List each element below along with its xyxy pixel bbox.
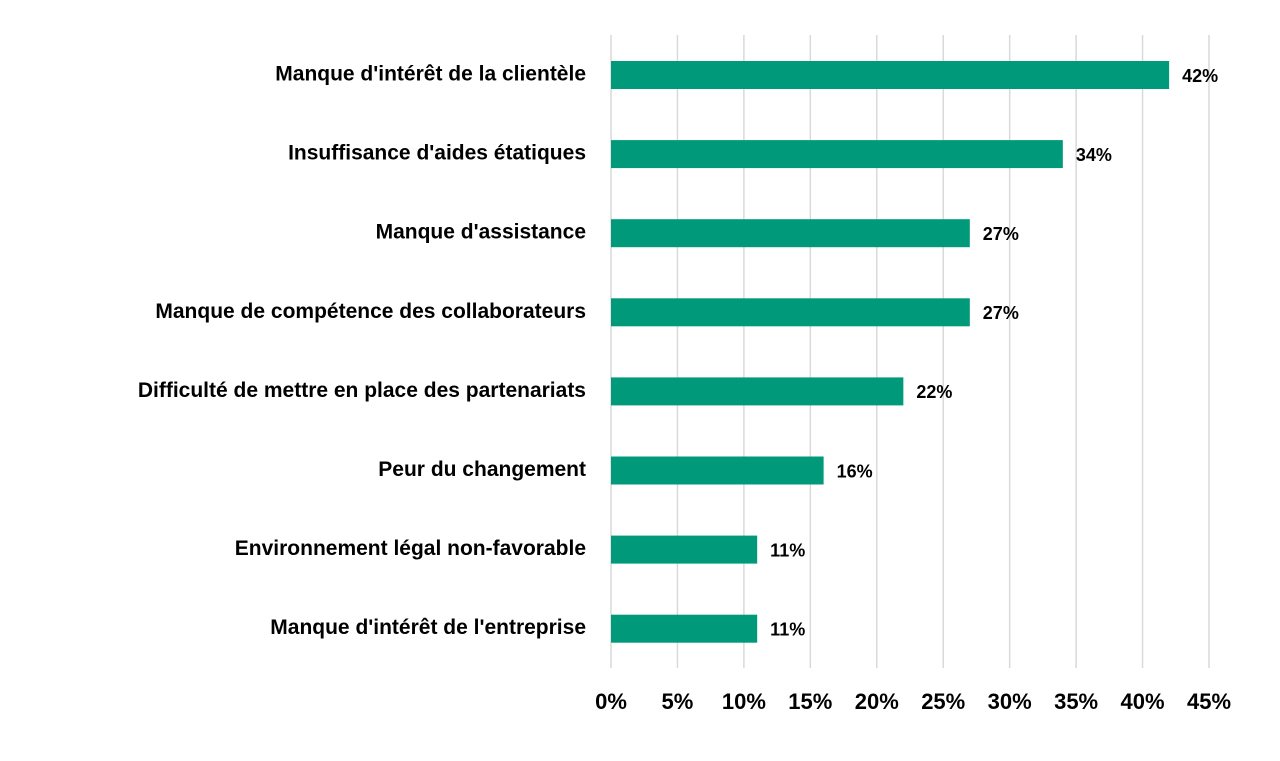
category-label: Insuffisance d'aides étatiques [288, 142, 586, 165]
x-tick-label: 0% [595, 689, 627, 714]
x-tick-label: 35% [1054, 689, 1098, 714]
data-label: 11% [770, 619, 805, 639]
bar [611, 61, 1170, 89]
data-label: 27% [983, 303, 1019, 323]
category-labels: Manque d'intérêt de la clientèle Insuffis… [138, 63, 586, 640]
bars [611, 61, 1170, 643]
bar [611, 456, 824, 485]
data-label: 22% [916, 382, 952, 402]
x-tick-label: 45% [1187, 689, 1231, 714]
x-axis-tick-labels: 0% 5% 10% 15% 20% 25% 30% 35% 40% 45% [595, 689, 1231, 714]
x-tick-label: 30% [988, 689, 1032, 714]
value-labels: 42% 34% 27% 27% 22% 16% 11% 11% [770, 66, 1218, 640]
x-tick-label: 10% [722, 689, 766, 714]
data-label: 27% [983, 224, 1019, 244]
category-label: Manque de compétence des collaborateurs [155, 300, 586, 323]
category-label: Manque d'intérêt de la clientèle [275, 63, 586, 86]
data-label: 16% [837, 461, 873, 481]
x-tick-label: 25% [921, 689, 965, 714]
category-label: Peur du changement [378, 458, 586, 481]
category-label: Manque d'assistance [376, 221, 586, 244]
bar [611, 140, 1063, 169]
bar [611, 377, 904, 406]
bar [611, 219, 970, 248]
x-tick-label: 5% [662, 689, 694, 714]
bar [611, 298, 970, 327]
x-tick-label: 20% [855, 689, 899, 714]
data-label: 42% [1182, 66, 1218, 86]
bar [611, 614, 758, 643]
data-label: 34% [1076, 145, 1112, 165]
gridlines [610, 35, 1210, 668]
bar [611, 535, 758, 564]
x-tick-label: 15% [788, 689, 832, 714]
category-label: Environnement légal non-favorable [235, 537, 586, 560]
data-label: 11% [770, 540, 805, 560]
category-label: Manque d'intérêt de l'entreprise [270, 616, 586, 639]
x-tick-label: 40% [1121, 689, 1165, 714]
category-label: Difficulté de mettre en place des parten… [138, 379, 586, 402]
